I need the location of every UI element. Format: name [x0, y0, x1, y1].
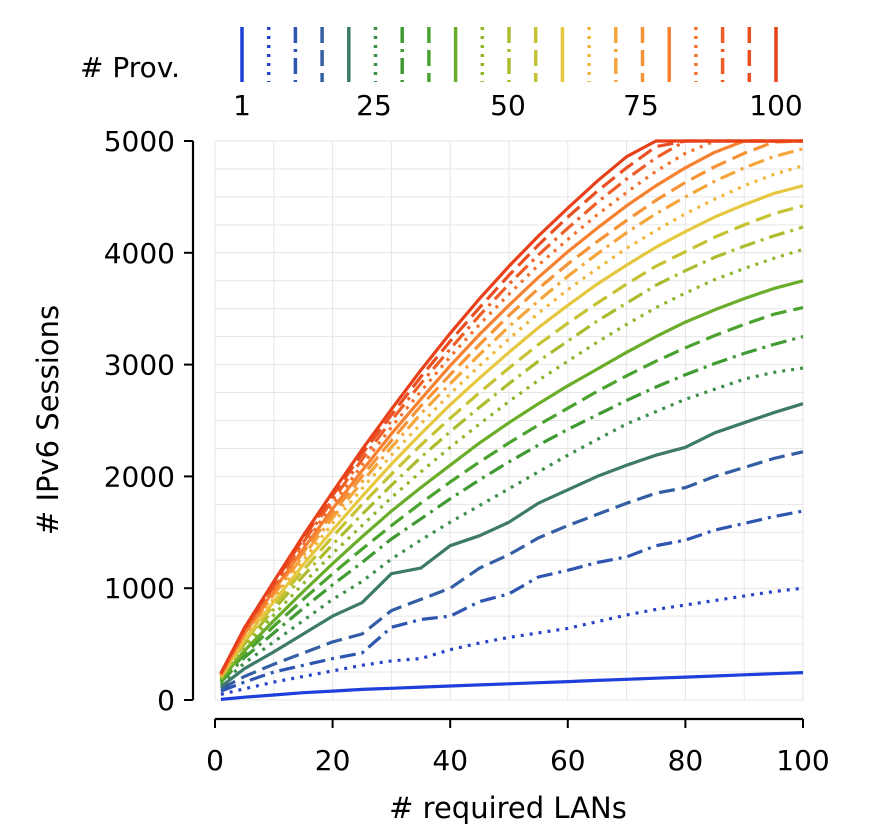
y-tick-label: 4000: [104, 237, 175, 270]
x-tick-label: 60: [550, 744, 586, 777]
y-tick-label: 3000: [104, 349, 175, 382]
legend-tick-label: 50: [490, 89, 526, 122]
plot-area: [219, 139, 804, 701]
series-line-3: [220, 509, 804, 693]
y-tick-label: 5000: [104, 125, 175, 158]
series-line-1: [220, 671, 804, 701]
series-line-13: [219, 184, 804, 678]
series-line-8: [219, 306, 804, 683]
x-tick-label: 100: [776, 744, 829, 777]
series-line-9: [219, 279, 804, 681]
series-line-18: [219, 139, 803, 675]
series-line-5: [219, 402, 804, 688]
series-line-17: [219, 139, 803, 676]
series-line-11: [219, 225, 804, 679]
grid: [214, 140, 804, 701]
x-tick-label: 40: [432, 744, 468, 777]
series-line-6: [219, 366, 804, 686]
x-tick-label: 0: [206, 744, 224, 777]
y-tick-label: 2000: [104, 460, 175, 493]
series-line-4: [220, 450, 804, 691]
y-tick-label: 0: [157, 684, 175, 717]
legend-tick-label: 1: [233, 89, 251, 122]
y-axis-label: # IPv6 Sessions: [31, 305, 65, 535]
x-tick-label: 80: [668, 744, 704, 777]
legend-tick-labels: 1 25 50 75 100: [233, 89, 803, 122]
x-axis-label: # required LANs: [389, 791, 627, 825]
series-line-15: [219, 147, 804, 677]
x-tick-label: 20: [315, 744, 351, 777]
y-tick-label: 1000: [104, 572, 175, 605]
series-line-7: [219, 335, 804, 684]
series-line-10: [219, 247, 804, 680]
series-line-21: [219, 139, 803, 674]
legend-tick-label: 100: [749, 89, 802, 122]
legend-tick-label: 75: [623, 89, 659, 122]
legend-tick-label: 25: [356, 89, 392, 122]
legend-swatches: [240, 27, 778, 82]
legend: # Prov. 1 25 50 75 100: [80, 27, 803, 122]
series-line-16: [219, 139, 804, 676]
series-line-12: [219, 204, 804, 678]
legend-title: # Prov.: [80, 51, 180, 84]
